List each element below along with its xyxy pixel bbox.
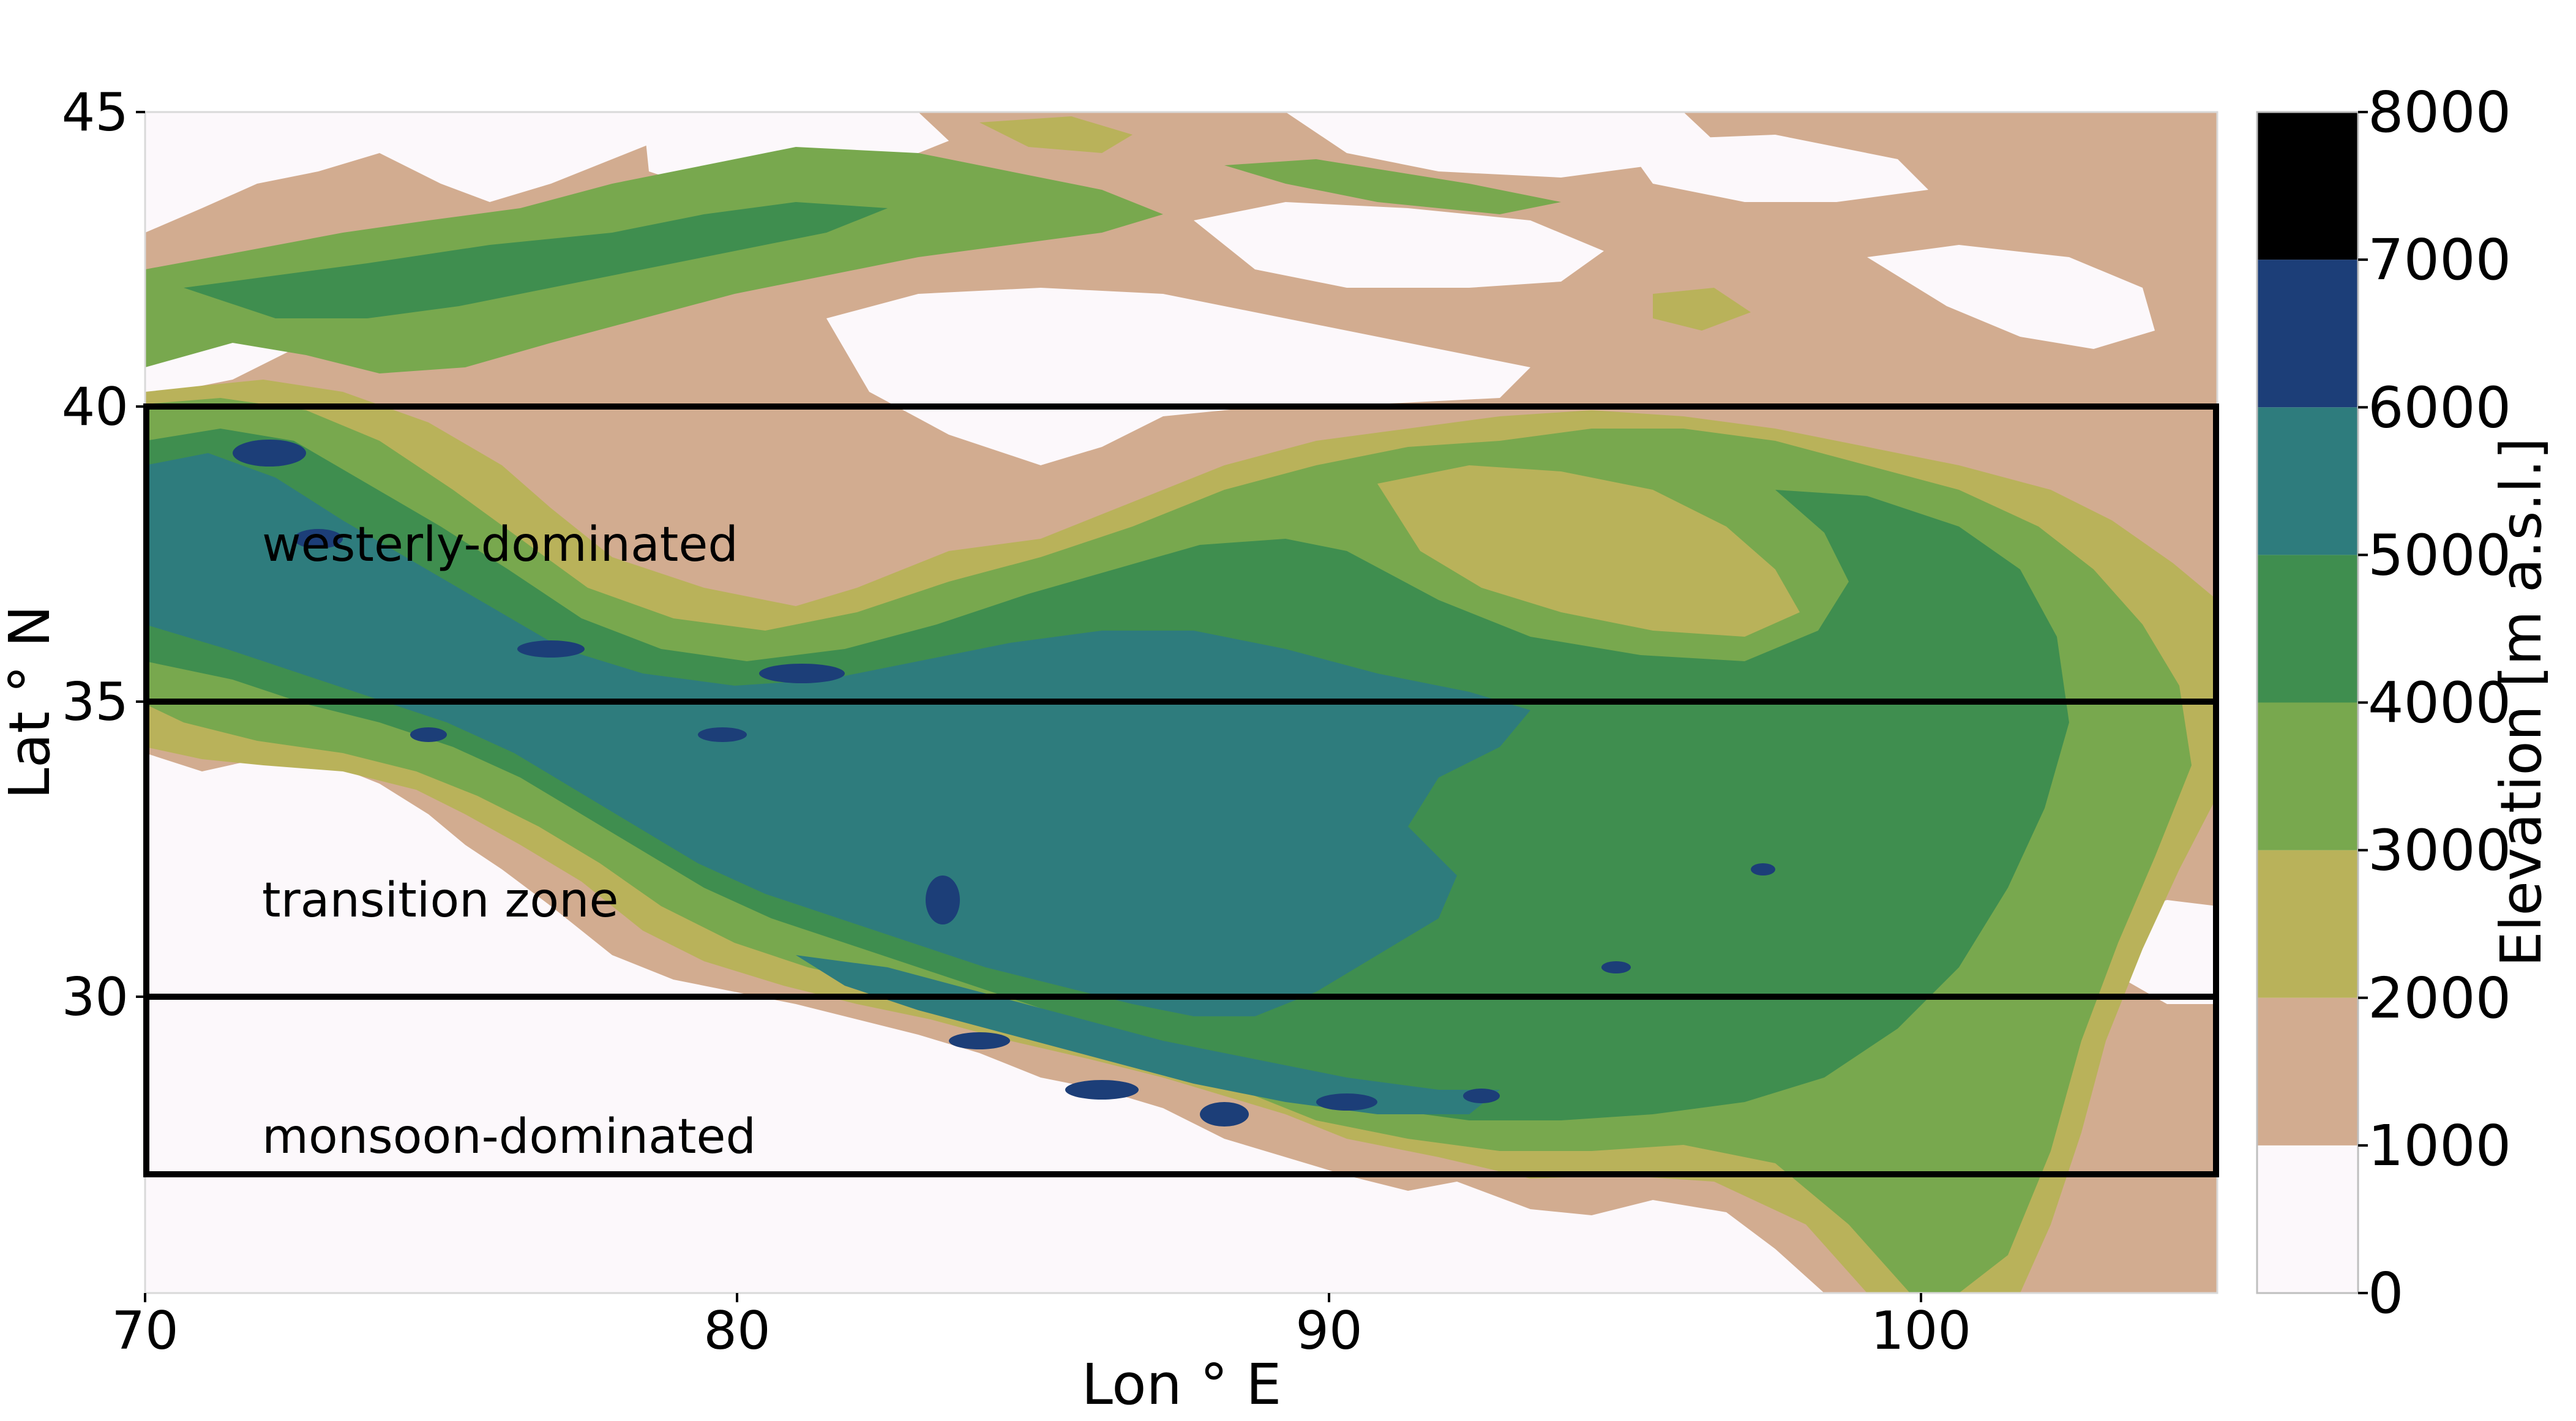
colorbar-segment xyxy=(2257,260,2358,408)
y-tick-label: 30 xyxy=(62,967,129,1028)
colorbar: 0 1000 2000 3000 4000 5000 6000 7000 8000 Elevat… xyxy=(2256,80,2554,1326)
colorbar-segment xyxy=(2257,850,2358,998)
x-tick-label: 70 xyxy=(111,1300,178,1362)
colorbar-ticks: 0 1000 2000 3000 4000 5000 6000 7000 8000 xyxy=(2358,80,2511,1326)
colorbar-tick-label: 4000 xyxy=(2368,670,2511,736)
bengal-lowland xyxy=(1604,1218,1775,1293)
colorbar-segment xyxy=(2257,997,2358,1145)
y-tick-label: 45 xyxy=(62,82,129,143)
zone-label-monsoon: monsoon-dominated xyxy=(262,1109,756,1164)
qaidam-basin xyxy=(1377,465,1800,637)
colorbar-tick-label: 0 xyxy=(2368,1261,2404,1326)
colorbar-tick-label: 5000 xyxy=(2368,522,2511,588)
zone-boxes xyxy=(143,403,2219,1177)
north-hills-1 xyxy=(979,116,1133,153)
y-tick-label: 40 xyxy=(62,377,129,438)
colorbar-tick-label: 2000 xyxy=(2368,965,2511,1031)
colorbar-tick-label: 8000 xyxy=(2368,80,2511,145)
colorbar-segment xyxy=(2257,1145,2358,1293)
colorbar-tick-label: 1000 xyxy=(2368,1113,2511,1179)
tianshan-dark xyxy=(184,202,888,318)
colorbar-segment xyxy=(2257,702,2358,850)
elevation-band-5000 xyxy=(145,453,1530,1016)
y-tick-label: 35 xyxy=(62,672,129,733)
x-tick-label: 90 xyxy=(1295,1300,1362,1362)
monsoon-box xyxy=(143,994,2219,1177)
north-lowland-2 xyxy=(1286,112,1714,178)
y-axis-label: Lat ° N xyxy=(0,605,62,799)
colorbar-tick-label: 7000 xyxy=(2368,227,2511,293)
colorbar-segment xyxy=(2257,407,2358,555)
colorbar-segment xyxy=(2257,555,2358,703)
colorbar-label: Elevation [m a.s.l.] xyxy=(2488,438,2554,967)
dzungaria-lowland xyxy=(1194,202,1604,288)
tarim-basin-lowland xyxy=(826,288,1530,465)
x-tick-label: 100 xyxy=(1871,1300,1971,1362)
north-lowland-3 xyxy=(1622,135,1928,202)
x-axis-label: Lon ° E xyxy=(1082,1352,1282,1417)
north-hills-2 xyxy=(1224,159,1561,214)
x-axis: 70 80 90 100 Lon ° E xyxy=(111,1293,1971,1417)
colorbar-segment xyxy=(2257,112,2358,260)
north-lowland-4 xyxy=(1867,245,2155,349)
zone-label-westerly: westerly-dominated xyxy=(262,517,738,572)
zone-label-transition: transition zone xyxy=(262,873,619,928)
colorbar-tick-label: 6000 xyxy=(2368,375,2511,440)
y-axis: 45 40 35 30 Lat ° N xyxy=(0,82,145,1028)
high-peaks xyxy=(233,440,1775,1127)
colorbar-tick-label: 3000 xyxy=(2368,818,2511,883)
colorbar-segments xyxy=(2257,112,2358,1293)
north-hills-3 xyxy=(1653,288,1751,331)
x-tick-label: 80 xyxy=(703,1300,770,1362)
